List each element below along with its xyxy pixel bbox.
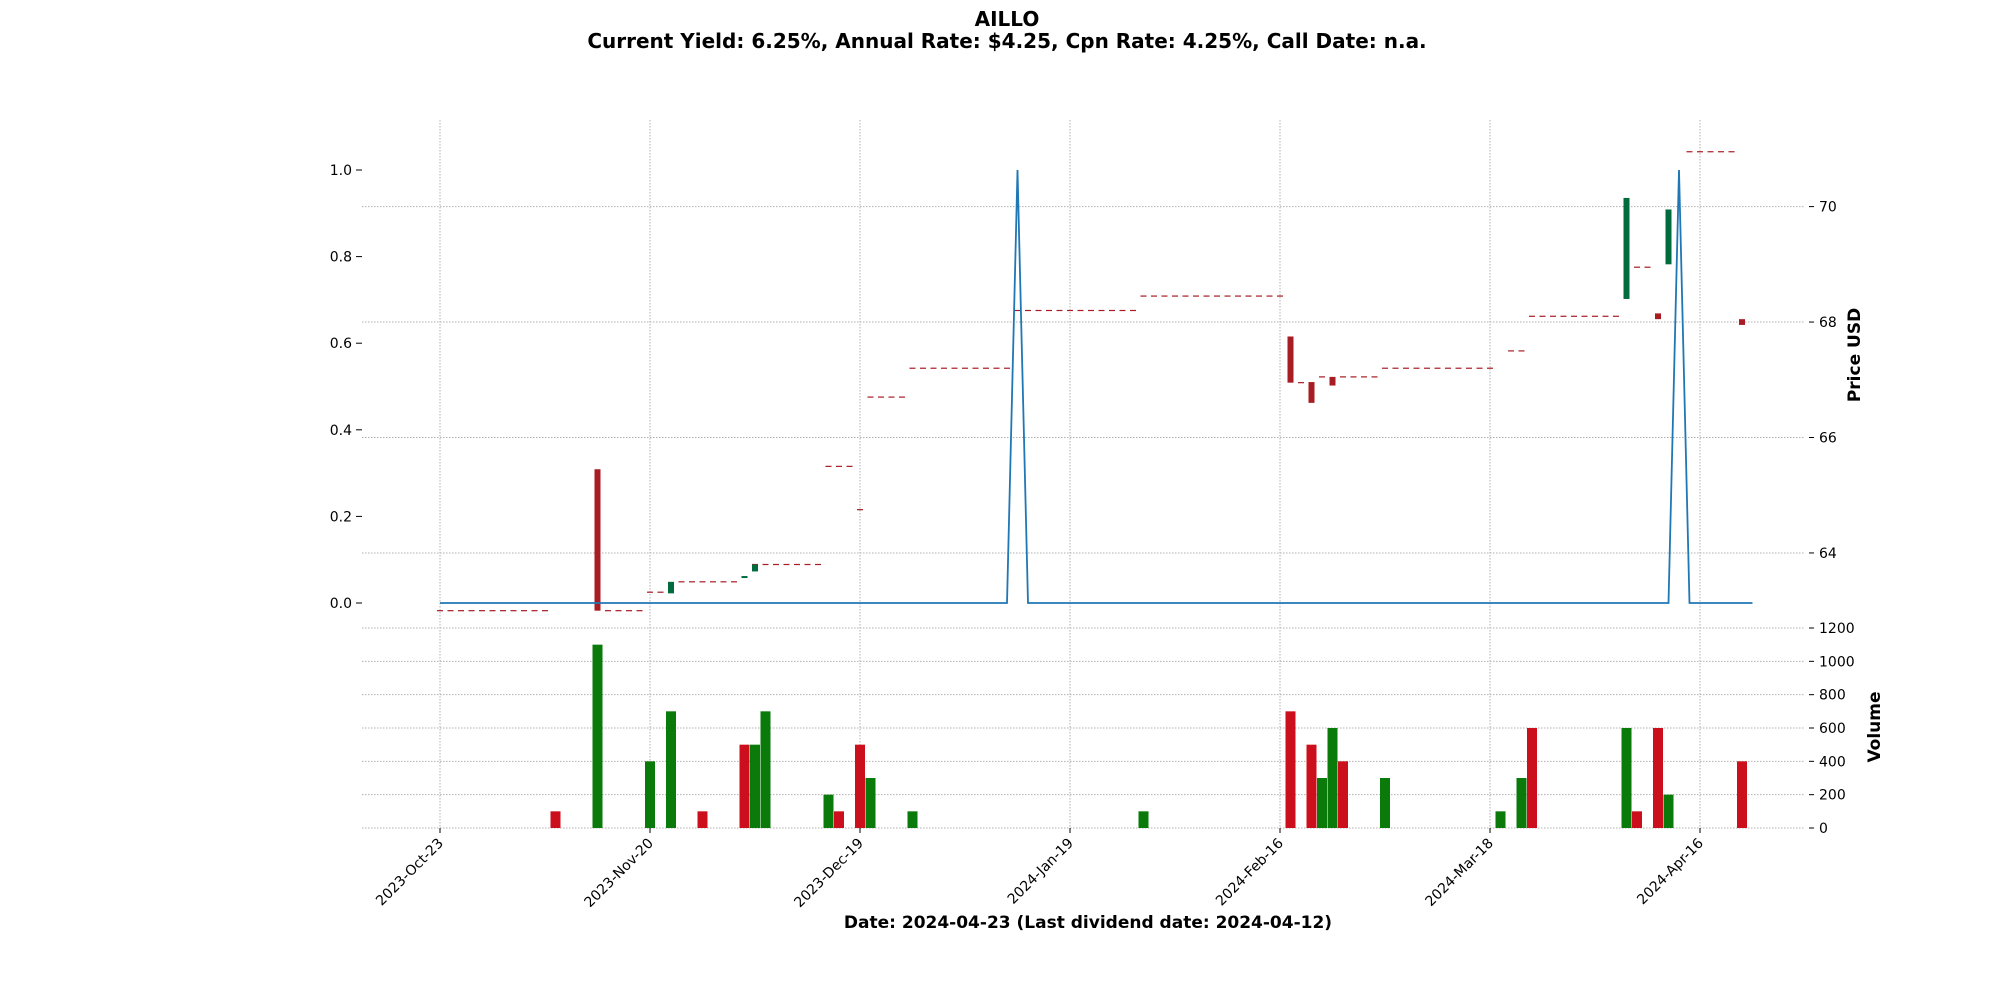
volume-tick-label: 1200 — [1819, 621, 1855, 637]
volume-bar — [760, 711, 771, 828]
volume-tick-label: 800 — [1819, 688, 1846, 704]
volume-bar — [865, 778, 876, 828]
volume-bar — [1285, 711, 1296, 828]
price-candle — [1623, 197, 1630, 299]
volume-bar — [1495, 811, 1506, 828]
volume-bar — [1653, 728, 1663, 828]
volume-bar — [834, 811, 844, 828]
dividend-tick-label: 0.2 — [330, 509, 352, 525]
volume-tick-label: 1000 — [1819, 654, 1855, 670]
chart-subtitle: Current Yield: 6.25%, Annual Rate: $4.25… — [587, 29, 1426, 53]
volume-bar — [697, 811, 708, 828]
volume-bar — [739, 744, 750, 828]
volume-bar — [1663, 794, 1674, 828]
dividend-line-group — [440, 169, 1753, 604]
volume-tick-label: 0 — [1819, 821, 1828, 837]
price-candle — [1308, 382, 1315, 403]
volume-bar — [1306, 744, 1317, 828]
price-candle — [594, 469, 601, 611]
dividend-tick-label: 0.6 — [330, 336, 352, 352]
volume-bar — [1327, 728, 1338, 828]
price-candle — [752, 564, 758, 572]
price-candle — [1655, 313, 1661, 320]
dividend-tick-label: 0.8 — [330, 250, 352, 266]
volume-bar — [645, 761, 655, 828]
volume-bars — [550, 644, 1747, 828]
price-candle — [1739, 319, 1745, 325]
price-axis-label: Price USD — [1845, 308, 1865, 402]
volume-axis-label: Volume — [1865, 691, 1885, 762]
price-candle — [1665, 209, 1672, 265]
volume-bar — [666, 711, 676, 828]
dividend-tick-label: 0.4 — [330, 423, 352, 439]
price-tick-label: 68 — [1819, 315, 1837, 331]
volume-bar — [1317, 778, 1327, 828]
volume-bar — [1138, 811, 1149, 828]
price-candle — [1287, 336, 1294, 383]
volume-tick-label: 400 — [1819, 754, 1846, 770]
flat-price-segments — [437, 151, 1735, 612]
price-candle — [668, 581, 674, 594]
price-tick-label: 64 — [1819, 546, 1837, 562]
volume-bar — [855, 744, 865, 828]
dividend-tick-label: 1.0 — [330, 163, 352, 179]
volume-bar — [1380, 778, 1390, 828]
price-tick-label: 70 — [1819, 200, 1837, 216]
volume-bar — [823, 794, 834, 828]
volume-bar — [1632, 811, 1642, 828]
x-axis-label: Date: 2024-04-23 (Last dividend date: 20… — [844, 913, 1332, 933]
price-candles — [594, 197, 1745, 611]
chart-title: AILLO — [975, 7, 1040, 31]
volume-bar — [750, 744, 760, 828]
dividend-line — [440, 169, 1753, 604]
volume-bar — [1516, 778, 1527, 828]
price-tick-label: 66 — [1819, 431, 1837, 447]
volume-bar — [1621, 728, 1632, 828]
volume-bar — [1338, 761, 1348, 828]
volume-bar — [592, 644, 603, 828]
volume-bar — [1737, 761, 1747, 828]
volume-bar — [1527, 728, 1537, 828]
price-candle — [741, 576, 748, 579]
volume-tick-label: 200 — [1819, 788, 1846, 804]
volume-bar — [550, 811, 561, 828]
volume-bar — [907, 811, 918, 828]
price-candle — [1329, 376, 1336, 386]
volume-tick-label: 600 — [1819, 721, 1846, 737]
dividend-tick-label: 0.0 — [330, 596, 352, 612]
